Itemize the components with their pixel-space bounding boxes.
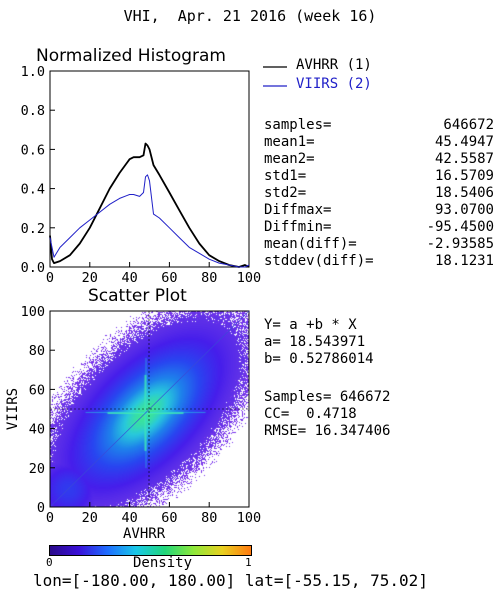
series-line-avhrr	[49, 142, 250, 268]
stat-key: std1=	[264, 168, 307, 184]
stat-value: -95.4500	[426, 219, 494, 235]
legend-label-avhrr: AVHRR (1)	[296, 57, 372, 73]
stat-row: stddev(diff)= 18.1231	[264, 253, 496, 269]
hist-y-tick-label: 1.0	[21, 64, 45, 80]
stat-value: 16.5709	[434, 168, 494, 184]
legend-label-viirs: VIIRS (2)	[296, 76, 372, 92]
histogram-frame	[49, 70, 250, 268]
hist-y-tick-label: 0.2	[21, 221, 45, 237]
stat-key: Diffmin=	[264, 219, 332, 235]
hist-x-tick-label: 100	[237, 270, 261, 286]
stat-key: samples=	[264, 117, 332, 133]
scatter-x-tick-label: 100	[237, 510, 261, 526]
hist-x-tick-label: 0	[46, 270, 54, 286]
samples-count: Samples= 646672	[264, 389, 391, 405]
scatter-x-tick-label: 80	[201, 510, 217, 526]
scatter-ylabel: VIIRS	[5, 387, 22, 431]
stat-value: 45.4947	[434, 134, 494, 150]
stat-row: Diffmin= -95.4500	[264, 219, 496, 235]
page-title: VHI, Apr. 21 2016 (week 16)	[123, 7, 377, 25]
stat-value: 93.0700	[434, 202, 494, 218]
hist-y-tick-label: 0.4	[21, 182, 45, 198]
stat-value: 42.5587	[434, 151, 494, 167]
density-colorbar	[49, 545, 252, 556]
stat-key: mean(diff)=	[264, 236, 357, 252]
scatter-x-tick-label: 20	[82, 510, 98, 526]
stat-row: mean1= 45.4947	[264, 134, 496, 150]
scatter-y-tick-label: 20	[29, 461, 45, 477]
stat-value: -2.93585	[426, 236, 494, 252]
colorbar-min: 0	[46, 556, 53, 569]
stat-row: mean(diff)= -2.93585	[264, 236, 496, 252]
colorbar-label: Density	[133, 555, 193, 571]
series-line-viirs	[49, 174, 250, 268]
stat-key: Diffmax=	[264, 202, 332, 218]
rmse-value: RMSE= 16.347406	[264, 423, 391, 439]
stat-row: Diffmax= 93.0700	[264, 202, 496, 218]
scatter-y-tick-label: 40	[29, 422, 45, 438]
hist-y-tick-label: 0.8	[21, 103, 45, 119]
regression-equation: Y= a +b * X	[264, 317, 357, 333]
stat-value: 646672	[443, 117, 494, 133]
scatter-y-tick-label: 60	[29, 382, 45, 398]
stat-key: mean2=	[264, 151, 315, 167]
stat-value: 18.5406	[434, 185, 494, 201]
scatter-y-tick-label: 100	[21, 304, 45, 320]
hist-x-tick-label: 80	[201, 270, 217, 286]
hist-y-tick-label: 0.0	[21, 260, 45, 276]
stat-value: 18.1231	[434, 253, 494, 269]
hist-x-tick-label: 20	[82, 270, 98, 286]
stat-row: samples= 646672	[264, 117, 496, 133]
scatter-y-tick-label: 80	[29, 343, 45, 359]
regression-a: a= 18.543971	[264, 334, 366, 350]
scatter-x-tick-label: 60	[161, 510, 177, 526]
hist-x-tick-label: 40	[121, 270, 137, 286]
hist-x-tick-label: 60	[161, 270, 177, 286]
scatter-xlabel: AVHRR	[123, 526, 166, 542]
correlation-coefficient: CC= 0.4718	[264, 406, 357, 422]
colorbar-max: 1	[245, 556, 252, 569]
stat-key: std2=	[264, 185, 307, 201]
scatter-x-tick-label: 40	[121, 510, 137, 526]
scatter-x-tick-label: 0	[46, 510, 54, 526]
scatter-density-canvas	[50, 311, 249, 507]
histogram-title: Normalized Histogram	[36, 46, 226, 66]
scatter-y-tick-label: 0	[37, 500, 45, 516]
scatter-title: Scatter Plot	[88, 286, 187, 306]
stat-row: mean2= 42.5587	[264, 151, 496, 167]
regression-b: b= 0.52786014	[264, 351, 374, 367]
stat-key: stddev(diff)=	[264, 253, 374, 269]
stat-key: mean1=	[264, 134, 315, 150]
extent-footer: lon=[-180.00, 180.00] lat=[-55.15, 75.02…	[33, 571, 428, 590]
hist-y-tick-label: 0.6	[21, 142, 45, 158]
stat-row: std1= 16.5709	[264, 168, 496, 184]
stat-row: std2= 18.5406	[264, 185, 496, 201]
